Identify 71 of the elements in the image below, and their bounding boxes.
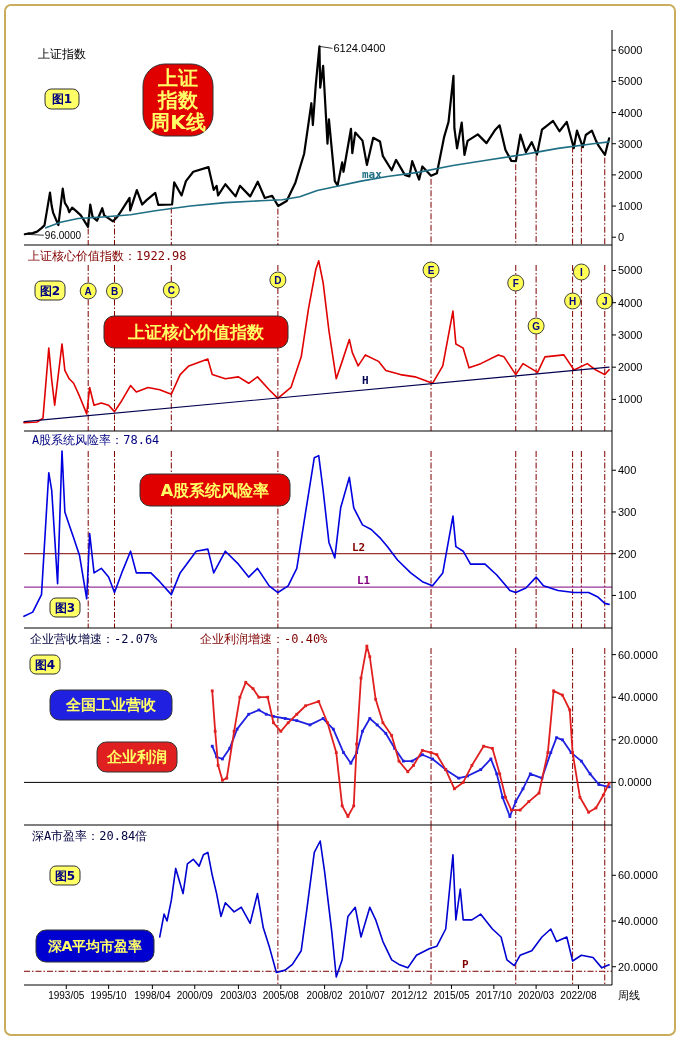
- y-tick-label: 4000: [618, 296, 643, 309]
- annotation: 图4: [34, 657, 56, 672]
- y-tick-label: 1000: [618, 393, 643, 406]
- x-tick-label: 2017/10: [475, 990, 513, 1001]
- x-tick-label: 2008/02: [306, 990, 344, 1001]
- y-tick-label: 60.0000: [618, 869, 658, 882]
- series-label: max: [362, 168, 383, 181]
- chart-title: A股系统风险率：78.64: [32, 433, 160, 447]
- ref-line-label: L2: [352, 540, 366, 554]
- x-tick-label: 2010/07: [348, 990, 386, 1001]
- ref-line-label: G: [532, 320, 541, 332]
- x-tick-label: 2020/03: [518, 990, 555, 1001]
- y-tick-label: 4000: [618, 106, 643, 119]
- x-tick-label: 1995/10: [90, 990, 128, 1001]
- y-tick-label: 5000: [618, 75, 643, 88]
- x-tick-label: 2015/05: [433, 990, 470, 1001]
- annotation: 图2: [39, 283, 61, 298]
- ref-line-label: F: [512, 277, 519, 289]
- series-label: 深A平均市盈率: [46, 938, 143, 954]
- y-tick-label: 0.0000: [618, 776, 652, 789]
- text: 上证指数: [38, 47, 86, 61]
- annotation: 96.0000: [44, 230, 82, 242]
- ref-line-label: I: [579, 266, 583, 278]
- y-tick-label: 3000: [618, 328, 643, 341]
- y-tick-label: 100: [618, 589, 637, 602]
- x-tick-label: 2005/08: [262, 990, 300, 1001]
- x-tick-label: 1998/04: [134, 990, 171, 1001]
- y-tick-label: 3000: [618, 137, 643, 150]
- y-tick-label: 60.0000: [618, 648, 658, 661]
- x-axis-title: 周线: [618, 989, 640, 1002]
- y-tick-label: 400: [618, 464, 637, 477]
- text: 企业利润: [106, 748, 167, 766]
- y-tick-label: 200: [618, 547, 637, 560]
- ref-line-label: H: [568, 295, 577, 307]
- y-tick-label: 6000: [618, 44, 643, 57]
- x-tick-label: 2003/03: [220, 990, 257, 1001]
- ref-line-label: E: [427, 264, 435, 276]
- series-label: H: [362, 374, 369, 387]
- ref-line-label: L1: [357, 574, 371, 588]
- annotation: 上证指数周K线: [149, 66, 206, 134]
- chart-title: 深A市盈率：20.84倍: [32, 829, 148, 843]
- y-tick-label: 1000: [618, 200, 643, 213]
- y-tick-label: 2000: [618, 168, 643, 181]
- y-tick-label: 40.0000: [618, 915, 658, 927]
- ref-line-label: P: [462, 958, 469, 972]
- chart-title: 企业营收增速：-2.07%: [30, 632, 159, 646]
- y-tick-label: 20.0000: [618, 960, 658, 973]
- y-tick-label: 20.0000: [618, 733, 658, 746]
- x-tick-label: 2022/08: [560, 990, 597, 1001]
- series-label: 上证核心价值指数: [127, 322, 265, 342]
- y-tick-label: 5000: [618, 264, 643, 277]
- x-tick-label: 2000/09: [176, 990, 214, 1001]
- annotation: 图5: [54, 868, 76, 883]
- chart-subtitle: 企业利润增速：-0.40%: [200, 632, 329, 646]
- x-tick-label: 2012/12: [391, 990, 428, 1001]
- x-tick-label: 1993/05: [48, 990, 85, 1001]
- ref-line-label: C: [167, 284, 175, 296]
- text: 全国工业营收: [65, 696, 157, 714]
- ref-line-label: J: [601, 295, 608, 307]
- annotation: 图3: [54, 600, 76, 615]
- y-tick-label: 0: [618, 231, 625, 244]
- annotation: 6124.0400: [333, 42, 386, 55]
- annotation: A股系统风险率: [160, 480, 270, 500]
- chart-title: 上证核心价值指数：1922.98: [28, 249, 187, 263]
- ref-line-label: B: [110, 285, 119, 297]
- annotation: 图1: [51, 92, 73, 106]
- y-tick-label: 2000: [618, 361, 643, 374]
- y-tick-label: 300: [618, 505, 637, 518]
- ref-line-label: A: [84, 285, 92, 297]
- ref-line-label: D: [274, 274, 282, 286]
- y-tick-label: 40.0000: [618, 691, 658, 704]
